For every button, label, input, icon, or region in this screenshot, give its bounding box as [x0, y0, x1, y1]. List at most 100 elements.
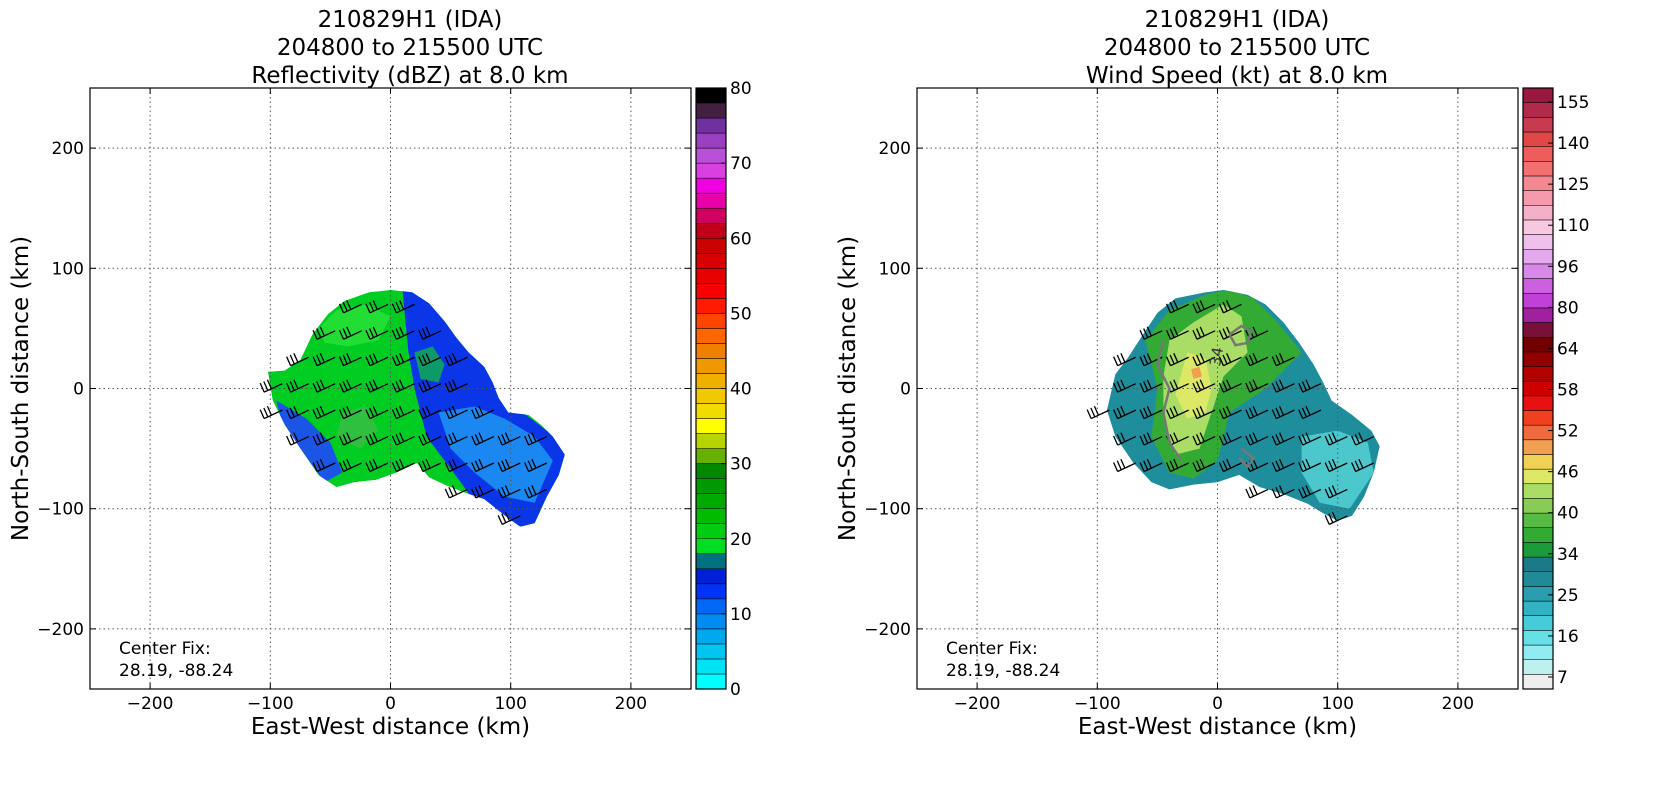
echo-region-lightblue — [438, 406, 553, 503]
wind-barb — [391, 353, 415, 367]
wind-barb — [1298, 405, 1322, 420]
wind-barb — [1218, 458, 1242, 473]
wind-barb — [365, 300, 389, 314]
colorbar-segment — [695, 328, 727, 344]
wind-speed-title: 210829H1 (IDA) 204800 to 215500 UTC Wind… — [917, 6, 1557, 90]
colorbar-segment — [695, 253, 727, 269]
y-tick-label: 200 — [879, 139, 911, 159]
x-tick-label: −200 — [954, 694, 1001, 714]
wind-barb — [1113, 353, 1137, 367]
wind-barb — [1324, 458, 1348, 473]
colorbar-segment — [695, 448, 727, 464]
wind-barb — [471, 432, 495, 446]
wind-barb — [312, 379, 336, 393]
wind-barb — [471, 458, 495, 473]
reflectivity-title: 210829H1 (IDA) 204800 to 215500 UTC Refl… — [90, 6, 730, 90]
colorbar-segment — [695, 132, 727, 149]
wind-barb — [365, 405, 389, 420]
x-tick-label: 200 — [1442, 694, 1474, 714]
colorbar-tick-label: 0 — [730, 680, 741, 700]
wind-barb — [365, 458, 389, 473]
wind-barb — [1192, 353, 1216, 367]
wind-barb — [418, 432, 442, 446]
wind-region-cyan — [1301, 430, 1374, 509]
wind-barb — [1192, 458, 1216, 473]
y-axis-label: North-South distance (km) — [835, 236, 861, 541]
center-fix-value: 28.19, -88.24 — [946, 661, 1060, 681]
wind-barb — [391, 379, 415, 393]
wind-barb — [1271, 432, 1295, 446]
wind-barb — [418, 326, 442, 340]
colorbar-segment — [1522, 161, 1554, 177]
wind-speed-panel: 210829H1 (IDA) 204800 to 215500 UTC Wind… — [827, 0, 1654, 787]
wind-barb — [524, 458, 548, 473]
colorbar-segment — [1522, 117, 1554, 133]
colorbar-segment — [1522, 527, 1554, 543]
wind-barb — [444, 405, 468, 420]
colorbar-segment — [1522, 307, 1554, 323]
colorbar-segment — [1522, 322, 1554, 338]
wind-barb — [391, 405, 415, 420]
wind-contours — [1156, 324, 1256, 469]
colorbar-segment — [1522, 424, 1554, 441]
wind-barb — [1218, 300, 1242, 314]
center-fix-label: Center Fix: — [119, 639, 211, 659]
wind-barb — [444, 432, 468, 446]
wind-barb — [497, 485, 521, 499]
wind-barb — [497, 432, 521, 446]
colorbar-tick-label: 96 — [1557, 257, 1579, 277]
colorbar-segment — [1522, 556, 1554, 572]
wind-barb — [1271, 458, 1295, 473]
x-tick-label: 100 — [494, 694, 526, 714]
colorbar-segment — [695, 102, 727, 119]
title-line-3: Wind Speed (kt) at 8.0 km — [1085, 63, 1389, 89]
colorbar-segment — [1522, 395, 1554, 411]
colorbar-tick-label: 40 — [1557, 504, 1579, 524]
reflectivity-panel: 210829H1 (IDA) 204800 to 215500 UTC Refl… — [0, 0, 827, 787]
wind-barb — [418, 405, 442, 420]
colorbar-segment — [695, 283, 727, 299]
x-tick-label: −100 — [247, 694, 294, 714]
colorbar-segment — [695, 162, 727, 179]
title-line-3: Reflectivity (dBZ) at 8.0 km — [251, 63, 569, 89]
gridlines — [917, 88, 1518, 689]
wind-barb — [1113, 458, 1137, 473]
wind-barb — [1192, 379, 1216, 393]
wind-barb — [286, 353, 310, 367]
wind-barbs — [259, 300, 548, 525]
wind-barb — [259, 379, 283, 393]
wind-barb — [312, 432, 336, 446]
wind-barb — [1218, 432, 1242, 446]
contour-line — [1156, 340, 1183, 462]
wind-barb — [1298, 485, 1322, 499]
wind-barb — [1192, 432, 1216, 446]
contour-line — [1238, 447, 1256, 469]
wind-barb — [444, 353, 468, 367]
wind-barb — [1192, 405, 1216, 420]
wind-barb — [286, 405, 310, 420]
colorbar-segment — [1522, 219, 1554, 235]
colorbar-segment — [695, 463, 727, 479]
echo-region-edge — [276, 400, 343, 483]
y-tick-label: −200 — [37, 620, 84, 640]
wind-barb — [1139, 379, 1163, 393]
colorbar-segment — [695, 147, 727, 164]
colorbar-segment — [1522, 278, 1554, 294]
wind-barb — [1245, 353, 1269, 367]
wind-barb — [471, 405, 495, 420]
colorbar-tick-label: 30 — [730, 455, 752, 475]
wind-barb — [312, 405, 336, 420]
x-tick-label: 0 — [1212, 694, 1223, 714]
colorbar-segment — [1522, 190, 1554, 206]
colorbar-tick-label: 125 — [1557, 175, 1589, 195]
wind-barb — [365, 379, 389, 393]
y-axis-label: North-South distance (km) — [8, 236, 34, 541]
colorbar-segment — [695, 673, 727, 690]
wind-barb — [1139, 405, 1163, 420]
wind-barb — [1324, 432, 1348, 446]
wind-barb — [286, 432, 310, 446]
wind-barb — [259, 405, 283, 420]
title-line-1: 210829H1 (IDA) — [317, 7, 503, 33]
y-tick-label: −100 — [864, 500, 911, 520]
wind-barb — [365, 353, 389, 367]
